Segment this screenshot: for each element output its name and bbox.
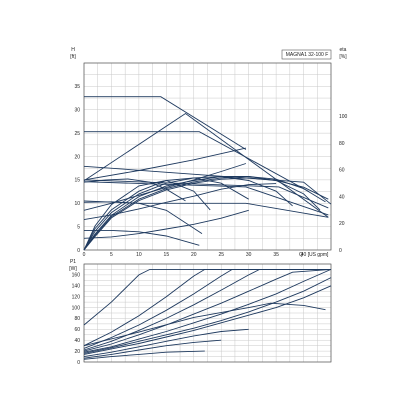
eta-tick-label: 60 [339,168,345,174]
power-curve [83,350,205,360]
title-head-axis-unit: [ft] [70,54,76,60]
chart-title: MAGNA1 32-100 F [286,52,329,58]
power-curve [83,268,331,347]
power-tick-label: 40 [74,338,80,344]
power-curves [83,268,332,360]
power-tick-label: 100 [72,305,81,311]
x-tick-label: 10 [136,252,142,258]
x-tick-label: 40 [301,252,307,258]
power-tick-label: 60 [74,327,80,333]
power-curve [83,268,332,352]
head-tick-label: 0 [77,248,80,254]
x-tick-label: 30 [246,252,252,258]
head-curve [84,229,200,246]
eta-axis-label: eta [340,47,347,53]
eta-axis-unit: [%] [339,54,347,60]
x-tick-label: 20 [191,252,197,258]
head-curve [84,96,247,150]
power-curve [83,268,332,353]
title-box [281,49,332,60]
head-curve [83,181,329,216]
eta-tick-label: 80 [339,141,345,147]
efficiency-curve [83,176,293,251]
head-tick-label: 10 [74,201,80,207]
head-curve [83,209,249,239]
power-axis-label: P1 [70,259,76,265]
x-tick-label: 35 [273,252,279,258]
axis-labels: H [ft] eta [%] MAGNA1 32-100 F Q [US gpm… [69,47,347,272]
head-curve [83,201,203,234]
head-tick-label: 15 [74,178,80,184]
power-tick-label: 80 [74,316,80,322]
x-tick-label: 5 [110,252,113,258]
head-efficiency-curves [83,96,332,251]
power-tick-label: 120 [72,294,81,300]
efficiency-curve [83,177,329,251]
efficiency-curve [83,176,321,251]
head-tick-label: 35 [74,84,80,90]
eta-tick-label: 20 [339,221,345,227]
title-head-axis-label: H [71,47,75,53]
eta-tick-label: 0 [339,248,342,254]
power-grid: 0 20 40 60 80 100 120 140 160 [72,263,332,366]
efficiency-curve [83,177,249,251]
bottom-plot-frame [83,263,332,363]
x-tick-label: 0 [83,252,86,258]
x-tick-label: 15 [164,252,170,258]
power-curve [83,302,326,347]
power-curve [83,268,331,349]
head-tick-label: 5 [77,224,80,230]
eta-tick-label: 100 [339,114,348,120]
power-axis-unit: [W] [69,266,77,272]
power-tick-label: 160 [72,273,81,279]
top-plot-frame [83,62,332,251]
power-tick-label: 140 [72,284,81,290]
eta-tick-label: 40 [339,194,345,200]
head-curve [84,131,310,192]
x-tick-label: 25 [218,252,224,258]
power-tick-label: 0 [77,360,80,366]
flow-axis-unit: [US gpm] [308,252,329,258]
head-curve [83,178,186,202]
head-curve [83,163,247,211]
head-curve [83,165,332,205]
head-curve [83,147,246,181]
power-tick-label: 20 [74,349,80,355]
head-tick-label: 25 [74,131,80,137]
power-curve [83,268,331,351]
power-curve [83,328,249,358]
power-curve [83,339,222,359]
head-efficiency-grid: 0 5 10 15 20 25 30 35 40 0 5 10 15 20 25 30 35 0 20 40 60 80 1… [74,49,348,258]
power-curve [83,285,332,355]
head-tick-label: 30 [74,108,80,114]
head-tick-label: 20 [74,154,80,160]
power-curve [83,277,332,354]
efficiency-curve [83,180,211,251]
head-curve [83,112,329,218]
flow-axis-label: Q [299,252,303,258]
